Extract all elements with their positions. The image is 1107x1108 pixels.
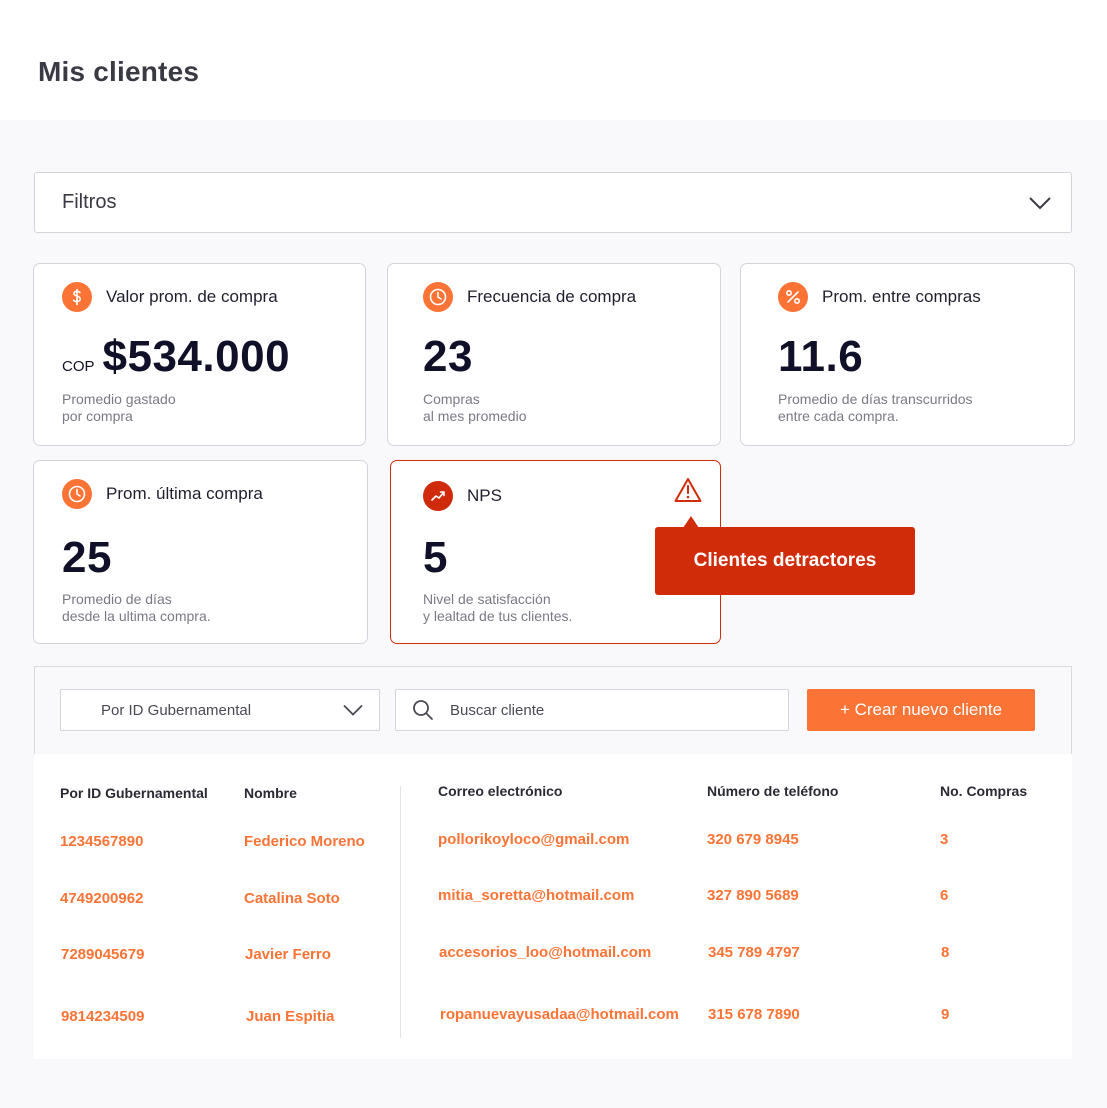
id-type-select[interactable]: Por ID Gubernamental: [60, 689, 380, 731]
card-description: Promedio gastado por compra: [62, 391, 176, 424]
page-title: Mis clientes: [38, 56, 200, 87]
cell-id[interactable]: 9814234509: [61, 1008, 145, 1025]
card-frecuencia-compra: Frecuencia de compra 23 Compras al mes p…: [387, 263, 721, 446]
card-title: Frecuencia de compra: [467, 287, 637, 306]
card-value: 11.6: [778, 332, 864, 381]
cell-name[interactable]: Juan Espitia: [246, 1008, 335, 1025]
chevron-down-icon: [343, 704, 363, 716]
cell-purchases[interactable]: 3: [940, 831, 949, 848]
cell-id[interactable]: 1234567890: [60, 833, 144, 850]
card-title: NPS: [467, 486, 502, 505]
card-title: Prom. última compra: [106, 484, 263, 503]
select-value: Por ID Gubernamental: [101, 701, 252, 719]
cell-name[interactable]: Federico Moreno: [244, 833, 365, 850]
card-nps[interactable]: NPS 5 Nivel de satisfacción y lealtad de…: [390, 460, 721, 644]
card-value: 5: [423, 533, 448, 582]
clients-table: Por ID Gubernamental Nombre Correo elect…: [34, 754, 1072, 1059]
card-valor-promedio: Valor prom. de compra COP $534.000 Prome…: [33, 263, 366, 446]
currency-prefix: COP: [62, 358, 95, 375]
card-value: 25: [62, 533, 112, 582]
search-input[interactable]: [450, 701, 750, 719]
cell-purchases[interactable]: 6: [940, 887, 949, 904]
cell-purchases[interactable]: 8: [941, 944, 950, 961]
filters-dropdown[interactable]: Filtros: [34, 172, 1072, 233]
cell-id[interactable]: 7289045679: [61, 946, 145, 963]
cell-purchases[interactable]: 9: [941, 1006, 950, 1023]
card-promedio-entre-compras: Prom. entre compras 11.6 Promedio de día…: [740, 263, 1075, 446]
value-amount: $534.000: [102, 332, 291, 381]
cell-id[interactable]: 4749200962: [60, 890, 144, 907]
cell-name[interactable]: Catalina Soto: [244, 890, 340, 907]
cell-phone[interactable]: 320 679 8945: [707, 831, 799, 848]
header-name: Nombre: [244, 785, 297, 801]
clients-toolbar: Por ID Gubernamental + Crear nuevo clien…: [34, 666, 1072, 754]
dollar-icon: [62, 282, 92, 312]
card-ultima-compra: Prom. última compra 25 Promedio de días …: [33, 460, 368, 644]
cell-name[interactable]: Javier Ferro: [245, 946, 331, 963]
column-divider: [400, 786, 401, 1038]
detractors-tooltip: Clientes detractores: [655, 516, 915, 595]
card-description: Compras al mes promedio: [423, 391, 527, 424]
clock-icon: [62, 479, 92, 509]
cell-email[interactable]: accesorios_loo@hotmail.com: [439, 944, 652, 961]
cell-phone[interactable]: 315 678 7890: [708, 1006, 800, 1023]
header-id: Por ID Gubernamental: [60, 785, 208, 801]
cell-email[interactable]: mitia_soretta@hotmail.com: [438, 887, 635, 904]
search-icon: [413, 700, 433, 720]
trend-icon: [423, 481, 453, 511]
cell-email[interactable]: ropanuevayusadaa@hotmail.com: [440, 1006, 679, 1023]
cell-phone[interactable]: 345 789 4797: [708, 944, 800, 961]
card-value: 23: [423, 332, 473, 381]
card-title: Prom. entre compras: [822, 287, 981, 306]
clock-icon: [423, 282, 453, 312]
cell-phone[interactable]: 327 890 5689: [707, 887, 799, 904]
card-description: Promedio de días desde la ultima compra.: [62, 591, 211, 624]
percent-icon: [778, 282, 808, 312]
card-description: Nivel de satisfacción y lealtad de tus c…: [423, 591, 573, 624]
cell-email[interactable]: pollorikoyloco@gmail.com: [438, 831, 630, 848]
card-value: COP $534.000: [62, 332, 290, 382]
create-client-button[interactable]: + Crear nuevo cliente: [807, 689, 1035, 731]
warning-icon[interactable]: [674, 477, 702, 503]
filters-label: Filtros: [62, 191, 117, 213]
header-email: Correo electrónico: [438, 783, 563, 799]
search-box: [395, 689, 789, 731]
header-phone: Número de teléfono: [707, 783, 839, 799]
header-purchases: No. Compras: [940, 783, 1028, 799]
card-description: Promedio de días transcurridos entre cad…: [778, 391, 973, 424]
chevron-down-icon: [1029, 196, 1051, 209]
card-title: Valor prom. de compra: [106, 287, 278, 306]
